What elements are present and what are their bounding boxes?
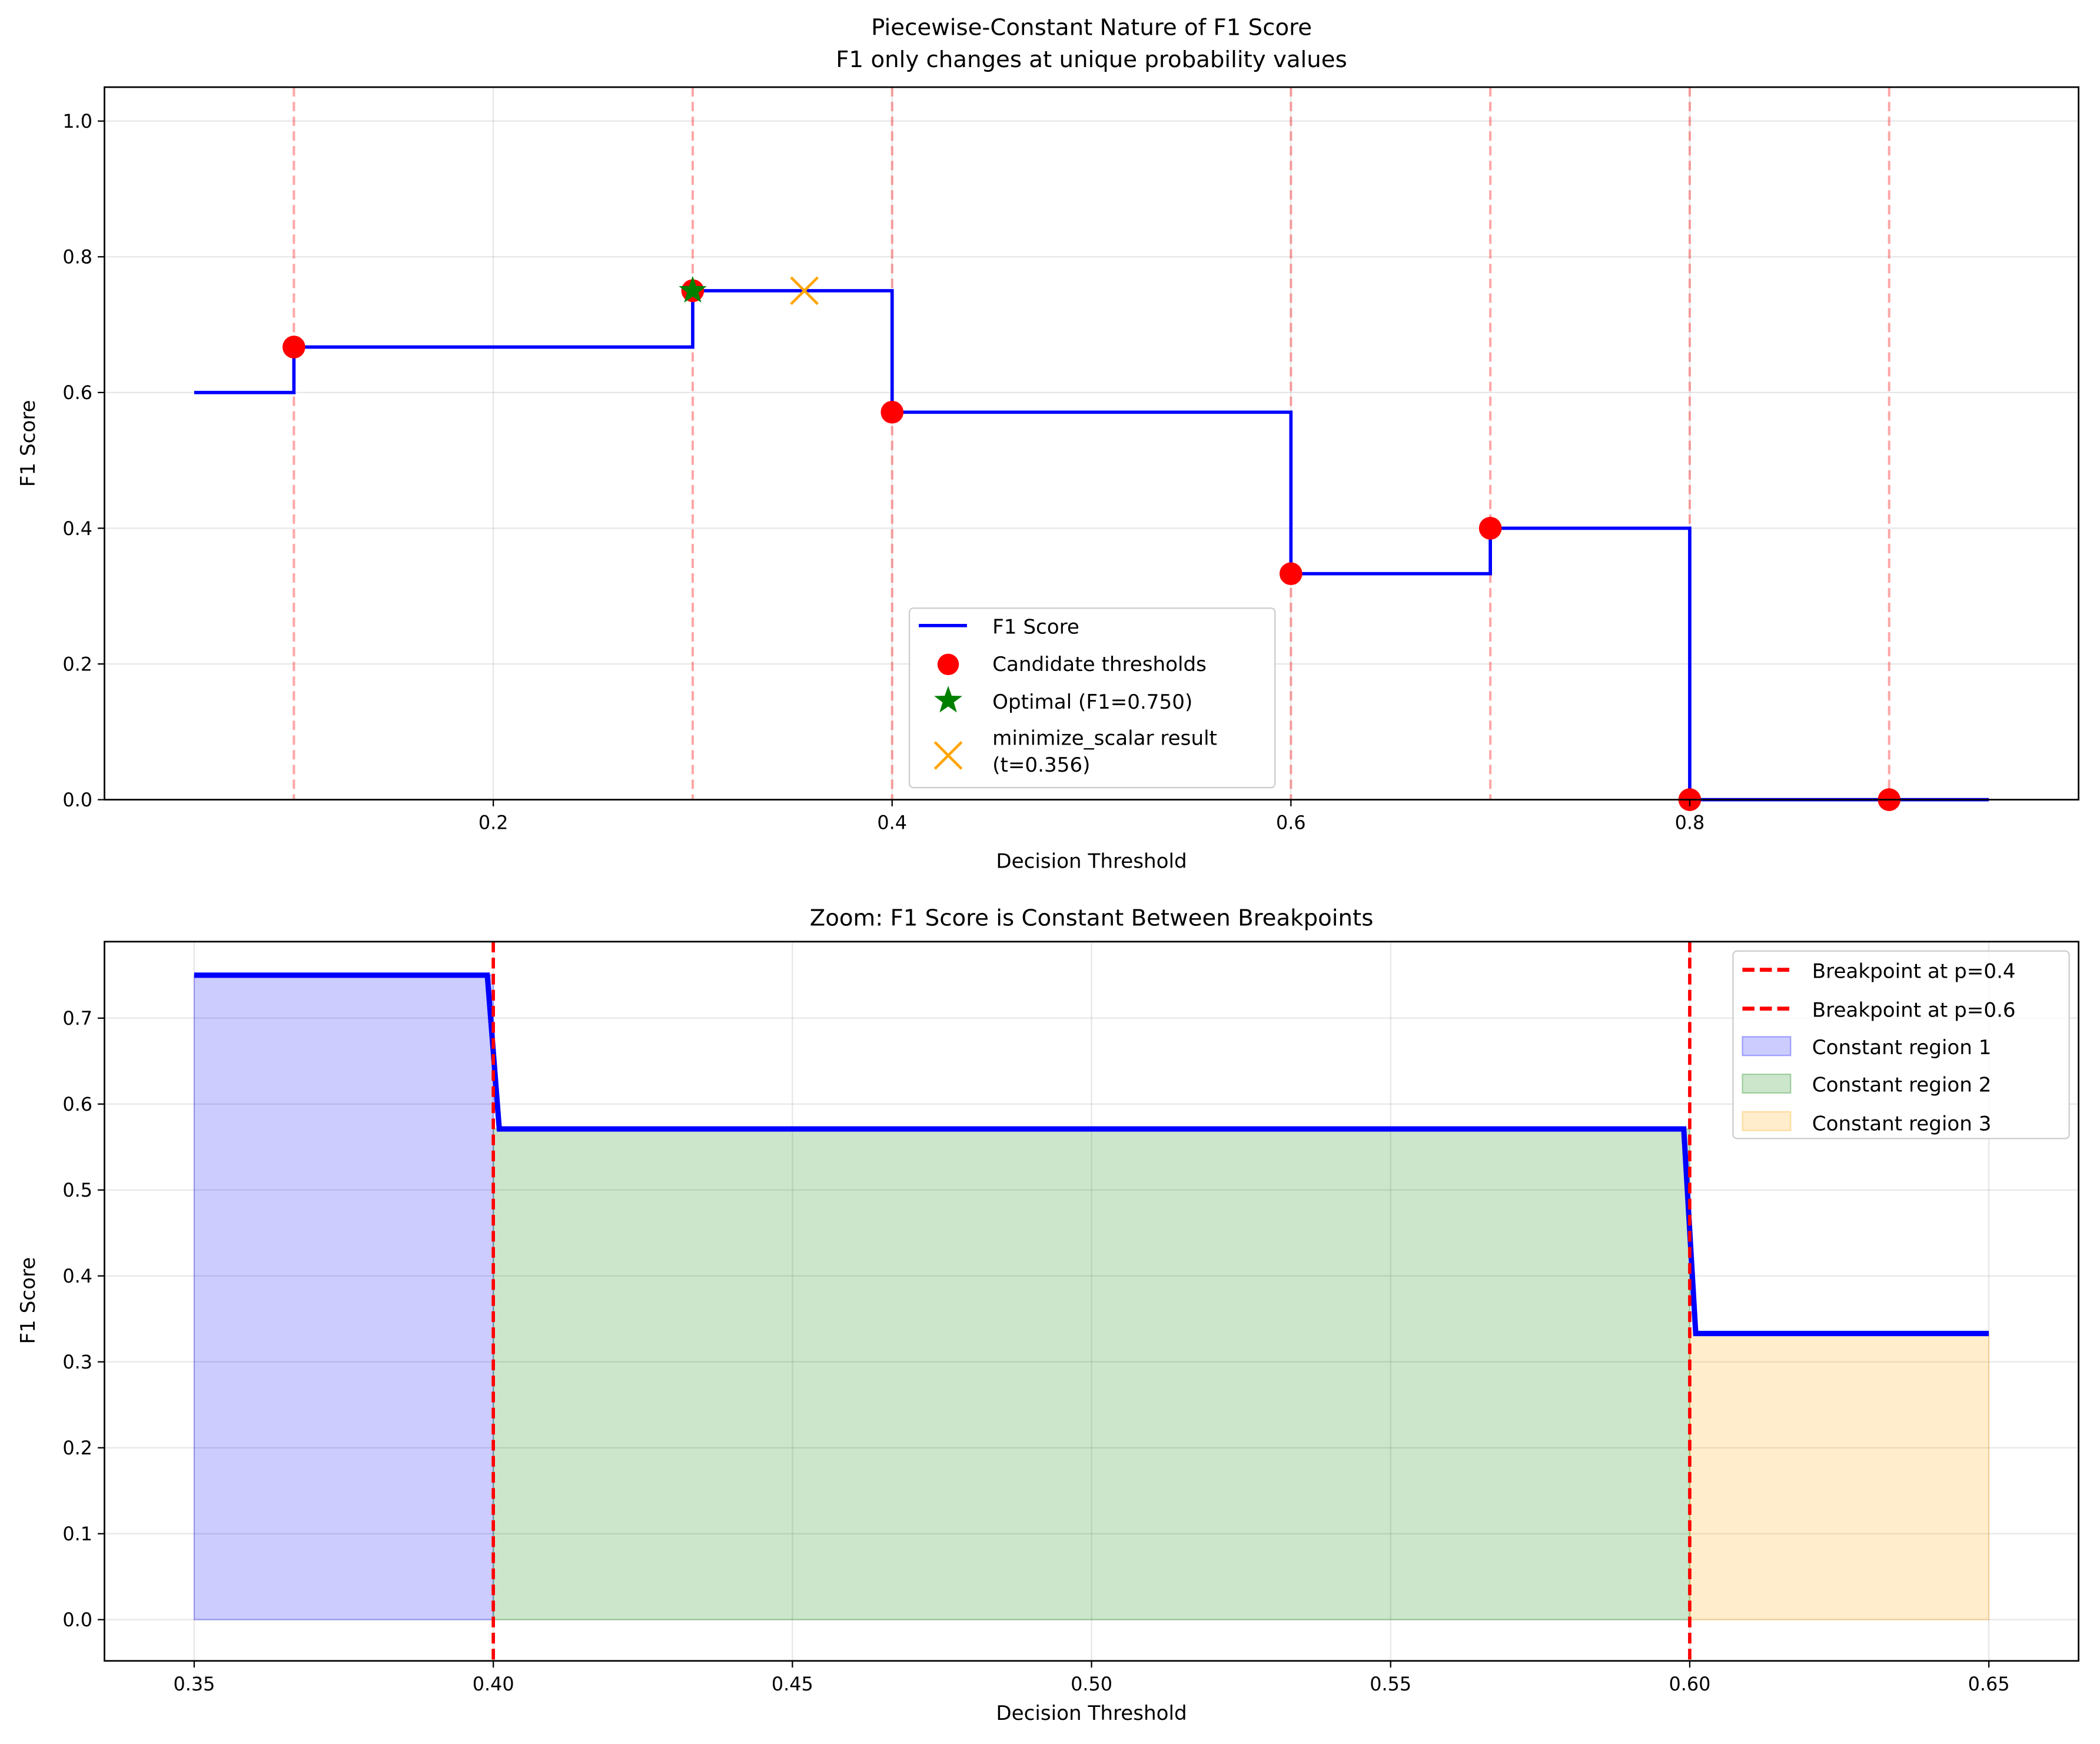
legend-breakpoint-label-2: Breakpoint at p=0.6 [1812, 998, 2016, 1022]
candidate-point [1478, 517, 1502, 540]
y-tick-label: 0.6 [62, 1093, 92, 1115]
f1-score-line [194, 289, 1989, 802]
legend-candidates-label: Candidate thresholds [992, 653, 1207, 676]
bottom-x-axis-label: Decision Threshold [996, 1702, 1187, 1725]
x-tick-label: 0.35 [173, 1673, 215, 1695]
x-tick-label: 0.6 [1276, 812, 1306, 834]
y-tick-label: 0.2 [62, 1437, 92, 1459]
bottom-plot-area [193, 941, 1990, 1661]
legend-minimize-label-2: (t=0.356) [992, 753, 1090, 777]
top-x-axis-label: Decision Threshold [996, 850, 1187, 873]
legend-optimal-label: Optimal (F1=0.750) [992, 690, 1192, 714]
x-tick-label: 0.45 [772, 1673, 813, 1695]
legend-f1-label: F1 Score [992, 615, 1079, 639]
x-tick-label: 0.40 [473, 1673, 514, 1695]
bottom-y-axis-label: F1 Score [16, 1257, 40, 1344]
y-tick-label: 0.6 [62, 381, 92, 404]
candidate-point [880, 400, 904, 424]
legend-region-swatch-3 [1742, 1111, 1792, 1131]
y-tick-label: 0.2 [62, 653, 92, 675]
y-tick-label: 0.7 [62, 1007, 92, 1029]
y-tick-label: 0.1 [62, 1523, 92, 1545]
y-tick-label: 0.4 [62, 1265, 92, 1287]
y-tick-label: 1.0 [62, 110, 92, 132]
candidate-point [1279, 562, 1302, 586]
y-tick-label: 0.0 [62, 1609, 92, 1631]
bottom-chart-title: Zoom: F1 Score is Constant Between Break… [810, 905, 1374, 932]
top-axes-frame [104, 86, 2079, 800]
top-y-axis-label: F1 Score [16, 400, 40, 487]
optimal-star [679, 275, 707, 303]
y-tick-label: 0.8 [62, 246, 92, 268]
y-tick-label: 0.5 [62, 1179, 92, 1201]
legend-x-marker [933, 741, 963, 770]
top-chart-title: Piecewise-Constant Nature of F1 Score [871, 14, 1312, 41]
y-tick-label: 0.3 [62, 1351, 92, 1373]
top-plot-area [194, 87, 1989, 811]
legend-region-label-1: Constant region 1 [1812, 1036, 1992, 1059]
constant-region [493, 1128, 1691, 1620]
legend-minimize-label-1: minimize_scalar result [992, 726, 1217, 750]
y-tick-label: 0.0 [62, 789, 92, 811]
top-chart-subtitle: F1 only changes at unique probability va… [836, 46, 1347, 73]
top-legend: F1 Score Candidate thresholds Optimal (F… [908, 607, 1276, 789]
bottom-legend: Breakpoint at p=0.4 Breakpoint at p=0.6 … [1732, 950, 2070, 1140]
legend-circle-marker [937, 653, 959, 675]
bottom-ticks: 0.35 0.40 0.45 0.50 0.55 0.60 0.65 0.0 0.1 0.2 0.3… [62, 1007, 2009, 1695]
x-tick-label: 0.65 [1968, 1673, 2010, 1695]
constant-region [1689, 1333, 1990, 1620]
constant-region [193, 974, 494, 1620]
x-tick-label: 0.8 [1675, 812, 1705, 834]
f1-score-line [194, 972, 1989, 1337]
candidate-point [283, 335, 305, 358]
x-tick-label: 0.55 [1370, 1673, 1411, 1695]
y-tick-label: 0.4 [62, 517, 92, 540]
legend-region-label-2: Constant region 2 [1812, 1074, 1992, 1097]
legend-region-label-3: Constant region 3 [1812, 1112, 1992, 1136]
x-tick-label: 0.4 [877, 812, 907, 834]
legend-star-marker [934, 686, 962, 713]
x-tick-label: 0.50 [1071, 1673, 1112, 1695]
x-tick-label: 0.60 [1669, 1673, 1710, 1695]
minimize-scalar-x [790, 276, 819, 305]
legend-region-swatch-2 [1742, 1073, 1792, 1094]
top-ticks: 0.2 0.4 0.6 0.8 0.0 0.2 0.4 0.6 0.8 1.0 [62, 110, 1704, 834]
legend-breakpoint-label-1: Breakpoint at p=0.4 [1812, 959, 2016, 983]
x-tick-label: 0.2 [479, 812, 509, 834]
legend-region-swatch-1 [1742, 1036, 1792, 1057]
